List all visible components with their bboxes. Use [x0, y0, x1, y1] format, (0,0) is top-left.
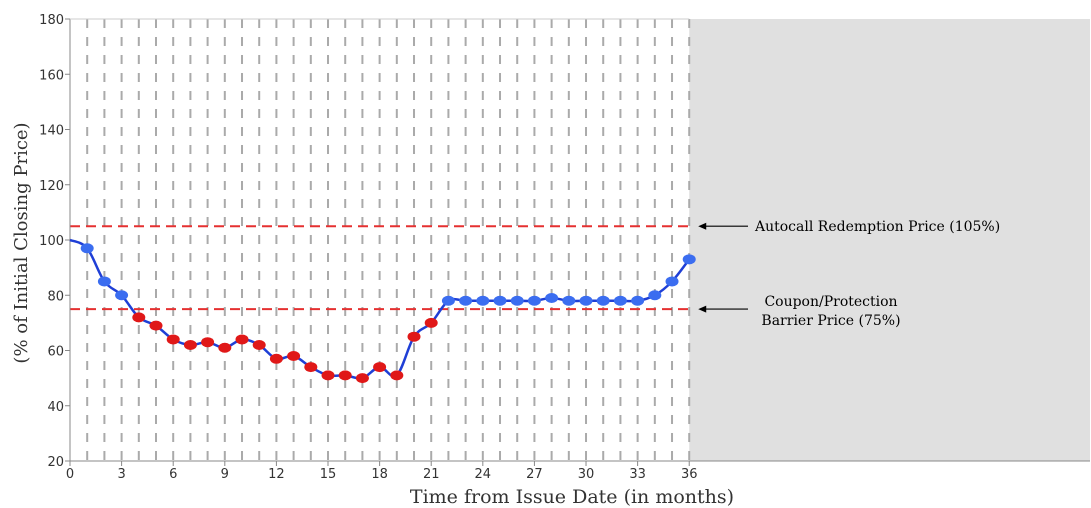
threshold-lines: [70, 225, 690, 311]
shaded-region: [689, 19, 1090, 461]
y-tick-label: 40: [47, 400, 64, 415]
data-point: [287, 351, 301, 362]
y-tick-label: 140: [39, 124, 64, 139]
x-tick-label: 12: [268, 467, 285, 482]
x-tick-label: 30: [578, 467, 595, 482]
x-tick-label: 36: [681, 467, 698, 482]
data-point: [80, 243, 94, 254]
data-point: [321, 370, 335, 381]
data-point: [115, 290, 129, 301]
x-tick-label: 21: [423, 467, 440, 482]
data-point: [493, 295, 507, 306]
y-axis-label: (% of Initial Closing Price): [11, 122, 32, 363]
autocall-arrow-head: [698, 222, 707, 230]
data-point: [407, 331, 421, 342]
observation-lines: [86, 19, 691, 461]
data-point: [648, 290, 662, 301]
annotations: Autocall Redemption Price (105%) Coupon/P…: [698, 219, 1000, 329]
x-axis-label: Time from Issue Date (in months): [410, 486, 734, 508]
data-point: [304, 362, 318, 373]
y-tick-label: 100: [39, 234, 64, 249]
data-point: [476, 295, 490, 306]
x-tick-label: 15: [320, 467, 337, 482]
y-tick-label: 160: [39, 68, 64, 83]
data-point: [201, 337, 215, 348]
data-point: [665, 276, 679, 287]
x-tick-label: 0: [66, 467, 74, 482]
barrier-annotation: Coupon/Protection Barrier Price (75%): [761, 294, 900, 329]
x-tick-label: 3: [117, 467, 125, 482]
x-tick-label: 9: [221, 467, 229, 482]
data-point: [424, 317, 438, 328]
data-point: [338, 370, 352, 381]
series: [69, 238, 696, 384]
data-point: [218, 342, 232, 353]
data-point: [373, 362, 387, 373]
data-point: [596, 295, 610, 306]
data-point: [459, 295, 473, 306]
data-point: [390, 370, 404, 381]
data-point: [562, 295, 576, 306]
data-point: [545, 293, 559, 304]
data-point: [613, 295, 627, 306]
shaded-region-rect: [689, 19, 1090, 461]
data-point: [510, 295, 524, 306]
data-point: [252, 339, 266, 350]
barrier-annotation-line: Barrier Price (75%): [761, 313, 900, 329]
data-point: [441, 295, 455, 306]
data-point: [355, 373, 369, 384]
y-tick-label: 60: [47, 345, 64, 360]
data-point: [149, 320, 163, 331]
data-point: [579, 295, 593, 306]
x-tick-label: 6: [169, 467, 177, 482]
data-point: [682, 254, 696, 265]
data-point: [527, 295, 541, 306]
x-tick-label: 24: [475, 467, 492, 482]
y-tick-label: 80: [47, 289, 64, 304]
data-point: [235, 334, 249, 345]
y-tick-label: 120: [39, 179, 64, 194]
x-tick-label: 33: [629, 467, 646, 482]
data-point: [183, 339, 197, 350]
y-tick-label: 180: [39, 13, 64, 28]
data-point: [269, 353, 283, 364]
data-point: [97, 276, 111, 287]
y-tick-label: 20: [47, 455, 64, 470]
data-point: [132, 312, 146, 323]
autocall-annotation: Autocall Redemption Price (105%): [754, 219, 1000, 235]
x-tick-label: 18: [371, 467, 388, 482]
barrier-arrow-head: [698, 305, 707, 313]
data-point: [631, 295, 645, 306]
x-tick-label: 27: [526, 467, 543, 482]
data-point: [166, 334, 180, 345]
barrier-annotation-line: Coupon/Protection: [764, 294, 897, 310]
